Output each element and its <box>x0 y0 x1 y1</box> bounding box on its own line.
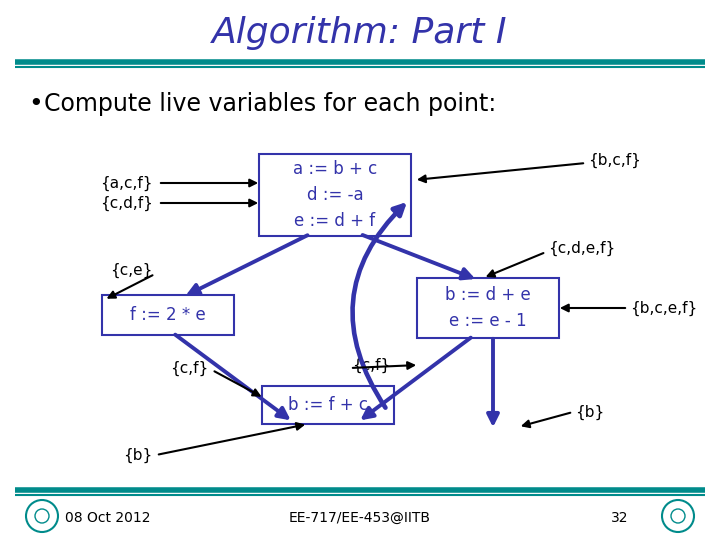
Text: {c,f}: {c,f} <box>170 360 208 376</box>
Text: a := b + c
d := -a
e := d + f: a := b + c d := -a e := d + f <box>293 160 377 231</box>
Text: {a,c,f}: {a,c,f} <box>101 176 153 191</box>
FancyBboxPatch shape <box>259 154 411 236</box>
Text: {b,c,e,f}: {b,c,e,f} <box>630 300 697 315</box>
FancyBboxPatch shape <box>102 295 234 335</box>
Text: {b}: {b} <box>122 448 152 463</box>
Text: 08 Oct 2012: 08 Oct 2012 <box>66 511 150 525</box>
FancyBboxPatch shape <box>417 278 559 338</box>
Text: Compute live variables for each point:: Compute live variables for each point: <box>44 92 496 116</box>
Text: {c,d,e,f}: {c,d,e,f} <box>548 240 616 255</box>
Text: EE-717/EE-453@IITB: EE-717/EE-453@IITB <box>289 511 431 525</box>
Text: {c,e}: {c,e} <box>109 262 152 278</box>
Text: {b}: {b} <box>575 404 604 420</box>
Text: {c,f}: {c,f} <box>352 357 390 373</box>
Text: •: • <box>28 92 42 116</box>
Text: {c,d,f}: {c,d,f} <box>100 195 153 211</box>
Text: {b,c,f}: {b,c,f} <box>588 152 641 167</box>
FancyBboxPatch shape <box>262 386 394 424</box>
Text: b := d + e
e := e - 1: b := d + e e := e - 1 <box>445 286 531 330</box>
Text: f := 2 * e: f := 2 * e <box>130 306 206 324</box>
Text: 32: 32 <box>611 511 629 525</box>
Text: Algorithm: Part I: Algorithm: Part I <box>212 16 508 50</box>
Text: b := f + c: b := f + c <box>288 396 368 414</box>
